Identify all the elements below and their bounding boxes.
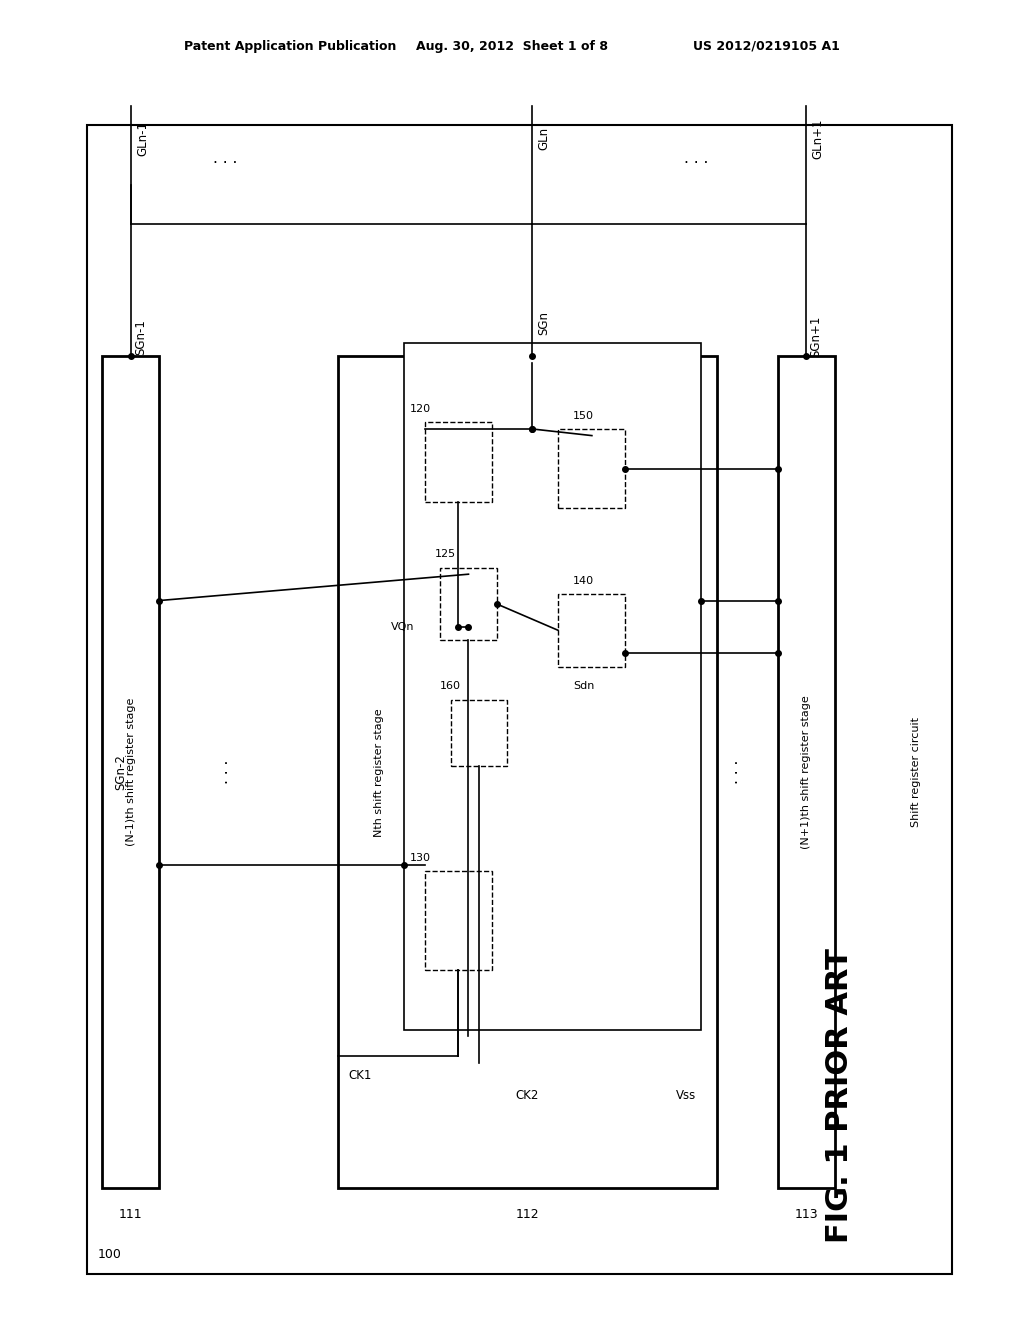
Text: 112: 112 xyxy=(515,1208,540,1221)
Text: 120: 120 xyxy=(410,404,431,414)
Text: SGn+1: SGn+1 xyxy=(809,315,822,358)
Text: 130: 130 xyxy=(410,853,431,863)
Text: 125: 125 xyxy=(435,549,457,560)
Text: 160: 160 xyxy=(440,681,462,692)
Text: SGn-1: SGn-1 xyxy=(134,318,147,355)
Text: CK1: CK1 xyxy=(348,1069,372,1082)
Text: GLn+1: GLn+1 xyxy=(811,119,824,158)
Text: GLn-1: GLn-1 xyxy=(136,121,150,156)
Text: Aug. 30, 2012  Sheet 1 of 8: Aug. 30, 2012 Sheet 1 of 8 xyxy=(416,40,608,53)
Text: Shift register circuit: Shift register circuit xyxy=(911,717,922,828)
Text: Nth shift register stage: Nth shift register stage xyxy=(374,708,384,837)
Text: . . .: . . . xyxy=(684,150,709,166)
Text: GLn: GLn xyxy=(538,127,551,150)
Bar xyxy=(425,871,492,970)
Text: . . .: . . . xyxy=(213,150,238,166)
Bar xyxy=(440,568,497,640)
Text: VQn: VQn xyxy=(391,622,415,632)
Text: Sdn: Sdn xyxy=(573,681,594,692)
Text: Vss: Vss xyxy=(676,1089,696,1102)
Text: 113: 113 xyxy=(795,1208,818,1221)
Bar xyxy=(558,594,625,667)
Bar xyxy=(451,700,507,766)
Bar xyxy=(404,343,701,1030)
Text: 140: 140 xyxy=(573,576,594,586)
Text: 100: 100 xyxy=(97,1247,121,1261)
Text: FIG. 1 PRIOR ART: FIG. 1 PRIOR ART xyxy=(825,948,854,1243)
Bar xyxy=(338,356,717,1188)
Bar xyxy=(102,356,159,1188)
Text: SGn-2: SGn-2 xyxy=(114,754,127,791)
Text: . . .: . . . xyxy=(726,760,740,784)
Text: CK2: CK2 xyxy=(516,1089,539,1102)
Bar xyxy=(558,429,625,508)
Text: . . .: . . . xyxy=(216,760,230,784)
Text: US 2012/0219105 A1: US 2012/0219105 A1 xyxy=(693,40,840,53)
Text: (N+1)th shift register stage: (N+1)th shift register stage xyxy=(801,696,811,849)
Text: 111: 111 xyxy=(119,1208,142,1221)
Bar xyxy=(425,422,492,502)
Text: Patent Application Publication: Patent Application Publication xyxy=(184,40,396,53)
Bar xyxy=(778,356,835,1188)
Text: (N-1)th shift register stage: (N-1)th shift register stage xyxy=(126,698,136,846)
Text: SGn: SGn xyxy=(538,312,551,335)
Text: 150: 150 xyxy=(573,411,594,421)
Bar xyxy=(87,125,952,1274)
